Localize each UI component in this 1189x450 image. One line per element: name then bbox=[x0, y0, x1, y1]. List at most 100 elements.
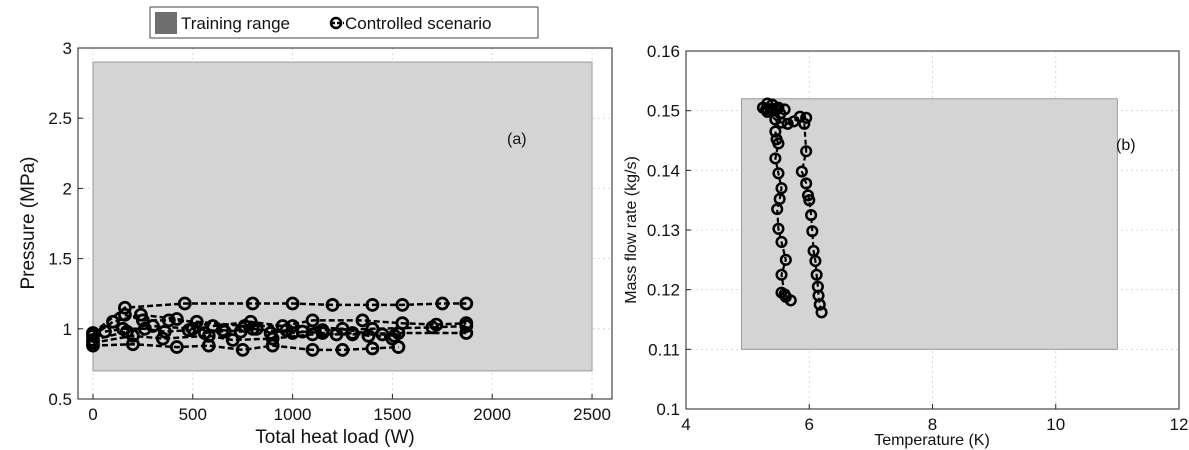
axes-frame-a bbox=[77, 47, 613, 400]
data-point bbox=[177, 296, 192, 311]
data-point bbox=[779, 253, 792, 266]
data-point bbox=[365, 341, 380, 356]
data-point bbox=[784, 294, 797, 307]
data-point bbox=[263, 326, 278, 340]
data-point bbox=[772, 167, 785, 180]
data-point bbox=[809, 254, 822, 268]
data-point bbox=[201, 338, 216, 353]
y-tick-label: 0.13 bbox=[647, 221, 680, 240]
data-point bbox=[181, 323, 196, 338]
series-line bbox=[92, 302, 467, 334]
y-axis-label-a: Pressure (MPa) bbox=[18, 156, 39, 289]
data-point bbox=[775, 268, 788, 281]
data-point bbox=[335, 342, 350, 357]
data-point bbox=[781, 117, 794, 130]
tick-labels-b: 4 6 8 10 12 0.1 0.11 0.12 0.13 0.14 0.15 0.16 bbox=[647, 42, 1189, 434]
data-point bbox=[815, 306, 828, 319]
data-point bbox=[365, 298, 380, 312]
x-tick-label: 2000 bbox=[473, 405, 511, 424]
x-axis-label-a: Total heat load (W) bbox=[255, 427, 414, 448]
y-tick-label: 0.12 bbox=[647, 281, 680, 300]
y-tick-label: 1 bbox=[63, 320, 72, 339]
data-point bbox=[772, 137, 785, 150]
data-point bbox=[459, 296, 474, 311]
y-tick-label: 0.16 bbox=[647, 42, 680, 61]
y-tick-label: 0.15 bbox=[647, 102, 680, 121]
data-point bbox=[800, 111, 813, 124]
data-point bbox=[237, 319, 252, 333]
legend: Training range Controlled scenario bbox=[149, 6, 539, 39]
data-point bbox=[806, 225, 819, 238]
data-point bbox=[295, 324, 310, 339]
data-point bbox=[137, 321, 152, 336]
x-tick-label: 1000 bbox=[274, 405, 312, 424]
y-tick-label: 0.1 bbox=[656, 400, 680, 419]
data-point bbox=[189, 314, 204, 329]
series-line bbox=[92, 331, 467, 345]
series-line bbox=[92, 324, 467, 342]
data-point bbox=[86, 338, 100, 353]
data-point bbox=[125, 337, 140, 352]
data-point bbox=[395, 298, 410, 312]
tick-labels-a: 0 500 1000 1500 2000 2500 0.5 1 1.5 2 2.5 3 bbox=[48, 39, 611, 424]
data-point bbox=[769, 113, 782, 126]
data-point bbox=[285, 296, 300, 311]
controlled-scenario-series-b bbox=[756, 97, 828, 319]
series-line bbox=[766, 111, 807, 125]
data-point bbox=[245, 296, 260, 311]
legend-training-swatch bbox=[155, 12, 177, 34]
data-point bbox=[769, 125, 782, 138]
legend-scenario-label: Controlled scenario bbox=[345, 14, 491, 33]
x-tick-label: 6 bbox=[805, 415, 814, 434]
legend-training-label: Training range bbox=[181, 14, 290, 33]
panel-label-a: (a) bbox=[507, 131, 527, 148]
y-tick-label: 2.5 bbox=[48, 109, 72, 128]
data-point bbox=[795, 165, 808, 178]
data-point bbox=[157, 324, 172, 339]
data-point bbox=[435, 296, 450, 311]
data-point bbox=[106, 314, 120, 329]
data-point bbox=[169, 340, 184, 354]
data-point bbox=[225, 333, 240, 347]
data-point bbox=[800, 145, 813, 158]
data-point bbox=[305, 342, 320, 357]
data-point bbox=[459, 326, 474, 340]
training-range-region-b bbox=[740, 98, 1118, 350]
data-point bbox=[265, 338, 280, 353]
data-point bbox=[305, 313, 320, 328]
y-tick-label: 1.5 bbox=[48, 250, 72, 269]
data-point bbox=[778, 103, 791, 116]
data-point bbox=[772, 222, 785, 235]
data-point bbox=[771, 203, 784, 216]
data-point bbox=[810, 268, 823, 281]
data-point bbox=[775, 182, 788, 195]
y-tick-label: 2 bbox=[63, 179, 72, 198]
data-point bbox=[118, 307, 132, 322]
x-tick-label: 10 bbox=[1046, 415, 1065, 434]
data-point bbox=[98, 324, 112, 339]
x-tick-label: 8 bbox=[928, 415, 937, 434]
data-point bbox=[169, 312, 184, 326]
y-tick-label: 0.11 bbox=[648, 340, 680, 359]
data-point bbox=[161, 313, 176, 328]
data-point bbox=[813, 298, 826, 311]
pressure-vs-heat-load-chart: 0 500 1000 1500 2000 2500 0.5 1 1.5 2 2.5 3 (a) Tot… bbox=[18, 39, 613, 448]
mass-flow-vs-temperature-chart: 4 6 8 10 12 0.1 0.11 0.12 0.13 0.14 0.15 0.16 (b) T… bbox=[623, 42, 1188, 449]
data-point bbox=[249, 321, 264, 336]
x-tick-label: 2500 bbox=[573, 405, 611, 424]
data-point bbox=[285, 319, 300, 333]
data-point bbox=[798, 117, 811, 130]
data-point bbox=[760, 103, 773, 116]
data-point bbox=[803, 194, 816, 207]
data-point bbox=[116, 321, 130, 336]
series-line bbox=[92, 342, 399, 352]
data-point bbox=[766, 102, 779, 115]
data-point bbox=[335, 321, 350, 336]
data-point bbox=[325, 298, 340, 312]
x-tick-label: 0 bbox=[88, 405, 97, 424]
x-tick-label: 500 bbox=[179, 405, 207, 424]
data-point bbox=[775, 116, 788, 129]
data-point bbox=[425, 320, 440, 335]
data-point bbox=[385, 331, 400, 346]
